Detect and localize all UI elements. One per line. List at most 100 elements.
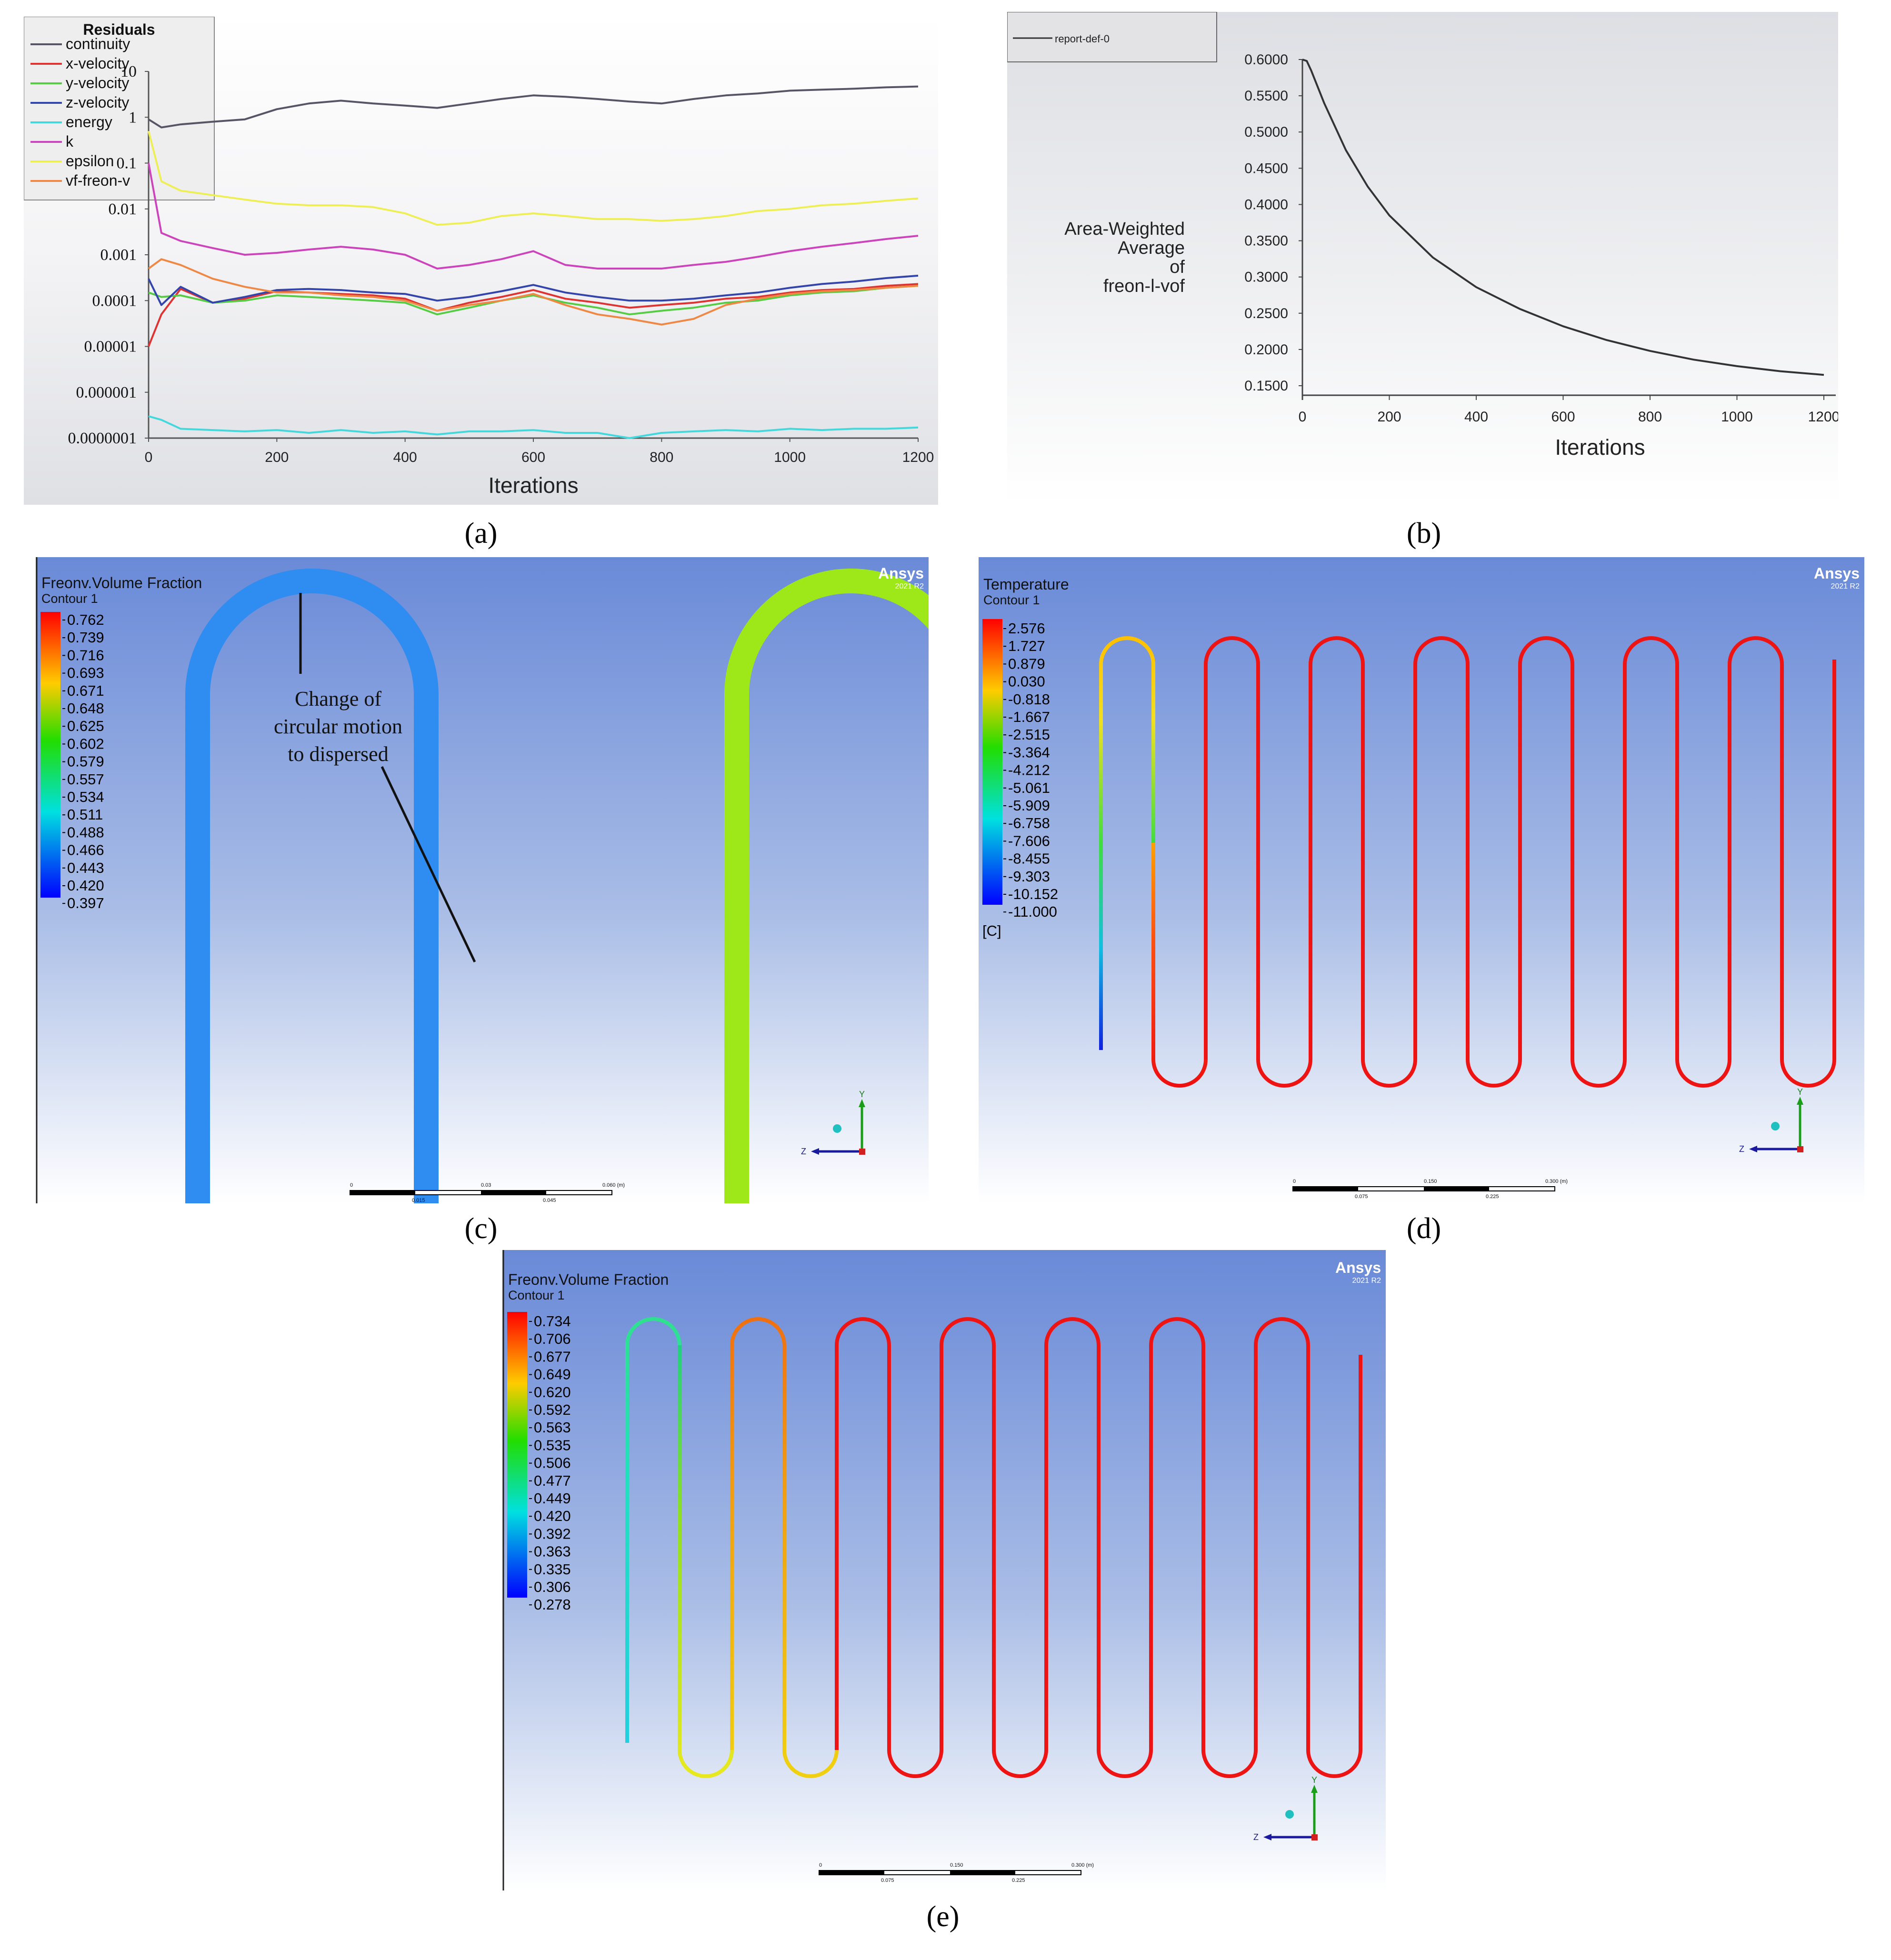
contour-e-level-label: 0.335	[534, 1561, 571, 1578]
residuals-panel: Residuals Iterations 10 1 0.1 0.01 0.001 0.00…	[24, 17, 938, 505]
contour-e-level-label: 0.734	[534, 1313, 571, 1330]
caption-b: (b)	[1406, 517, 1441, 550]
scale-label: 0.075	[881, 1878, 894, 1883]
triad-x-dot	[1285, 1810, 1294, 1819]
scale-bar: 0 0.150 0.300 (m) 0.075 0.225	[819, 1862, 1094, 1883]
report-y-label-line: Average	[1118, 238, 1185, 258]
contour-d-background	[979, 557, 1864, 1203]
coil-first-loop	[1099, 636, 1155, 1050]
report-y-tick-label: 0.3000	[1244, 270, 1288, 285]
contour-e-level-label: 0.506	[534, 1455, 571, 1471]
residuals-x-tick-label: 600	[521, 450, 545, 465]
annotation-line: circular motion	[274, 715, 402, 738]
contour-c-level-label: 0.579	[67, 753, 104, 770]
scale-bar: 0 0.03 0.060 (m) 0.015 0.045	[350, 1182, 625, 1203]
pipe-bend-next	[724, 569, 929, 1203]
report-y-tick-label: 0.5500	[1244, 88, 1288, 104]
scale-label: 0.03	[481, 1182, 491, 1188]
scale-bar-segment	[350, 1190, 415, 1195]
contour-d-level-label: -5.061	[1008, 780, 1050, 796]
contour-e-background	[502, 1250, 1386, 1890]
contour-d-colorbar	[982, 619, 1002, 905]
contour-c-level-label: 0.420	[67, 877, 104, 894]
report-background	[1007, 12, 1838, 505]
contour-d-level-label: -10.152	[1008, 886, 1058, 902]
legend-label-k: k	[66, 133, 74, 150]
contour-c-level-label: 0.534	[67, 789, 104, 805]
contour-c-level-label: 0.466	[67, 842, 104, 859]
scale-label: 0.150	[1424, 1179, 1437, 1184]
contour-c-level-label: 0.739	[67, 629, 104, 646]
report-y-tick-label: 0.2500	[1244, 306, 1288, 321]
contour-d-unit: [C]	[982, 922, 1001, 939]
contour-c-colorbar	[40, 612, 60, 898]
report-y-tick-label: 0.1500	[1244, 378, 1288, 394]
scale-label: 0	[350, 1182, 353, 1188]
contour-d-level-label: -1.667	[1008, 709, 1050, 725]
legend-label-epsilon: epsilon	[66, 152, 114, 170]
scale-label: 0.300 (m)	[1071, 1862, 1094, 1868]
triad-origin	[1311, 1834, 1318, 1840]
contour-e-level-label: 0.563	[534, 1419, 571, 1436]
contour-e-level-label: 0.449	[534, 1490, 571, 1507]
scale-bar-segment	[819, 1870, 884, 1875]
residuals-x-tick-label: 200	[265, 450, 289, 465]
triad-origin	[1797, 1146, 1803, 1152]
report-panel: report-def-0 Iterations Area-Weighted Av…	[1007, 12, 1838, 505]
contour-e-level-label: 0.649	[534, 1366, 571, 1383]
report-x-tick-label: 200	[1377, 409, 1401, 425]
contour-c-level-label: 0.693	[67, 665, 104, 681]
contour-d-level-label: -2.515	[1008, 726, 1050, 743]
residuals-y-tick-label: 10	[120, 63, 137, 80]
pipe-bend-left	[185, 569, 439, 1203]
report-y-label-line: Area-Weighted	[1064, 219, 1185, 239]
caption-d: (d)	[1406, 1212, 1441, 1245]
annotation-pointer-bottom	[380, 766, 476, 963]
report-y-tick-label: 0.6000	[1244, 52, 1288, 68]
contour-c-level-label: 0.488	[67, 824, 104, 840]
contour-e-level-label: 0.535	[534, 1437, 571, 1453]
coil-serpentine	[835, 1317, 1362, 1778]
residuals-chart: Residuals Iterations 10 1 0.1 0.01 0.001 0.00…	[24, 17, 938, 505]
residuals-y-tick-label: 0.01	[109, 200, 137, 218]
triad-y-arrow	[1797, 1097, 1803, 1105]
contour-e-subtitle: Contour 1	[508, 1288, 565, 1302]
scale-label: 0.300 (m)	[1545, 1179, 1568, 1184]
contour-d-level-label: -9.303	[1008, 868, 1050, 885]
triad-z-label: Z	[1739, 1144, 1744, 1154]
contour-c-level-label: 0.671	[67, 682, 104, 699]
ansys-logo: Ansys	[1335, 1259, 1381, 1276]
contour-e-panel: Freonv.Volume Fraction Contour 1 0.734 0.…	[502, 1250, 1386, 1890]
triad-y-label: Y	[1311, 1775, 1317, 1785]
contour-e-level-label: 0.420	[534, 1508, 571, 1524]
report-x-tick-label: 600	[1551, 409, 1575, 425]
coil-main	[1204, 636, 1836, 1088]
legend-label-z-velocity: z-velocity	[66, 94, 129, 111]
contour-d-level-label: -3.364	[1008, 744, 1050, 760]
axes-triad: Y Z	[1253, 1775, 1318, 1842]
contour-e-level-label: 0.278	[534, 1596, 571, 1613]
scale-bar: 0 0.150 0.300 (m) 0.075 0.225	[1292, 1179, 1568, 1200]
residual-series-continuity	[148, 85, 919, 129]
scale-label: 0	[1293, 1179, 1296, 1184]
coil-main	[835, 1317, 1362, 1778]
report-x-tick-label: 1000	[1721, 409, 1753, 425]
contour-e-level-label: 0.706	[534, 1330, 571, 1347]
residuals-legend	[24, 17, 215, 200]
residual-series-k	[148, 163, 919, 270]
report-series-report-def-0	[1302, 59, 1824, 376]
report-y-label-line: freon-l-vof	[1103, 276, 1185, 296]
residuals-x-label: Iterations	[488, 473, 578, 498]
coil-serpentine	[1204, 636, 1836, 1088]
caption-c: (c)	[464, 1212, 498, 1245]
coil-third-loop	[730, 1317, 839, 1778]
report-y-label: Area-Weighted Average of freon-l-vof	[1064, 219, 1185, 296]
residual-series-epsilon	[148, 130, 919, 226]
contour-d-panel: Temperature Contour 1 2.576 1.727 0.879 0.0…	[979, 557, 1864, 1203]
triad-x-dot	[833, 1124, 841, 1133]
report-y-tick-label: 0.2000	[1244, 342, 1288, 358]
contour-e-level-label: 0.306	[534, 1579, 571, 1595]
residuals-x-tick-label: 1200	[902, 450, 934, 465]
scale-label: 0.045	[543, 1198, 556, 1203]
residual-series-z-velocity	[148, 274, 919, 306]
